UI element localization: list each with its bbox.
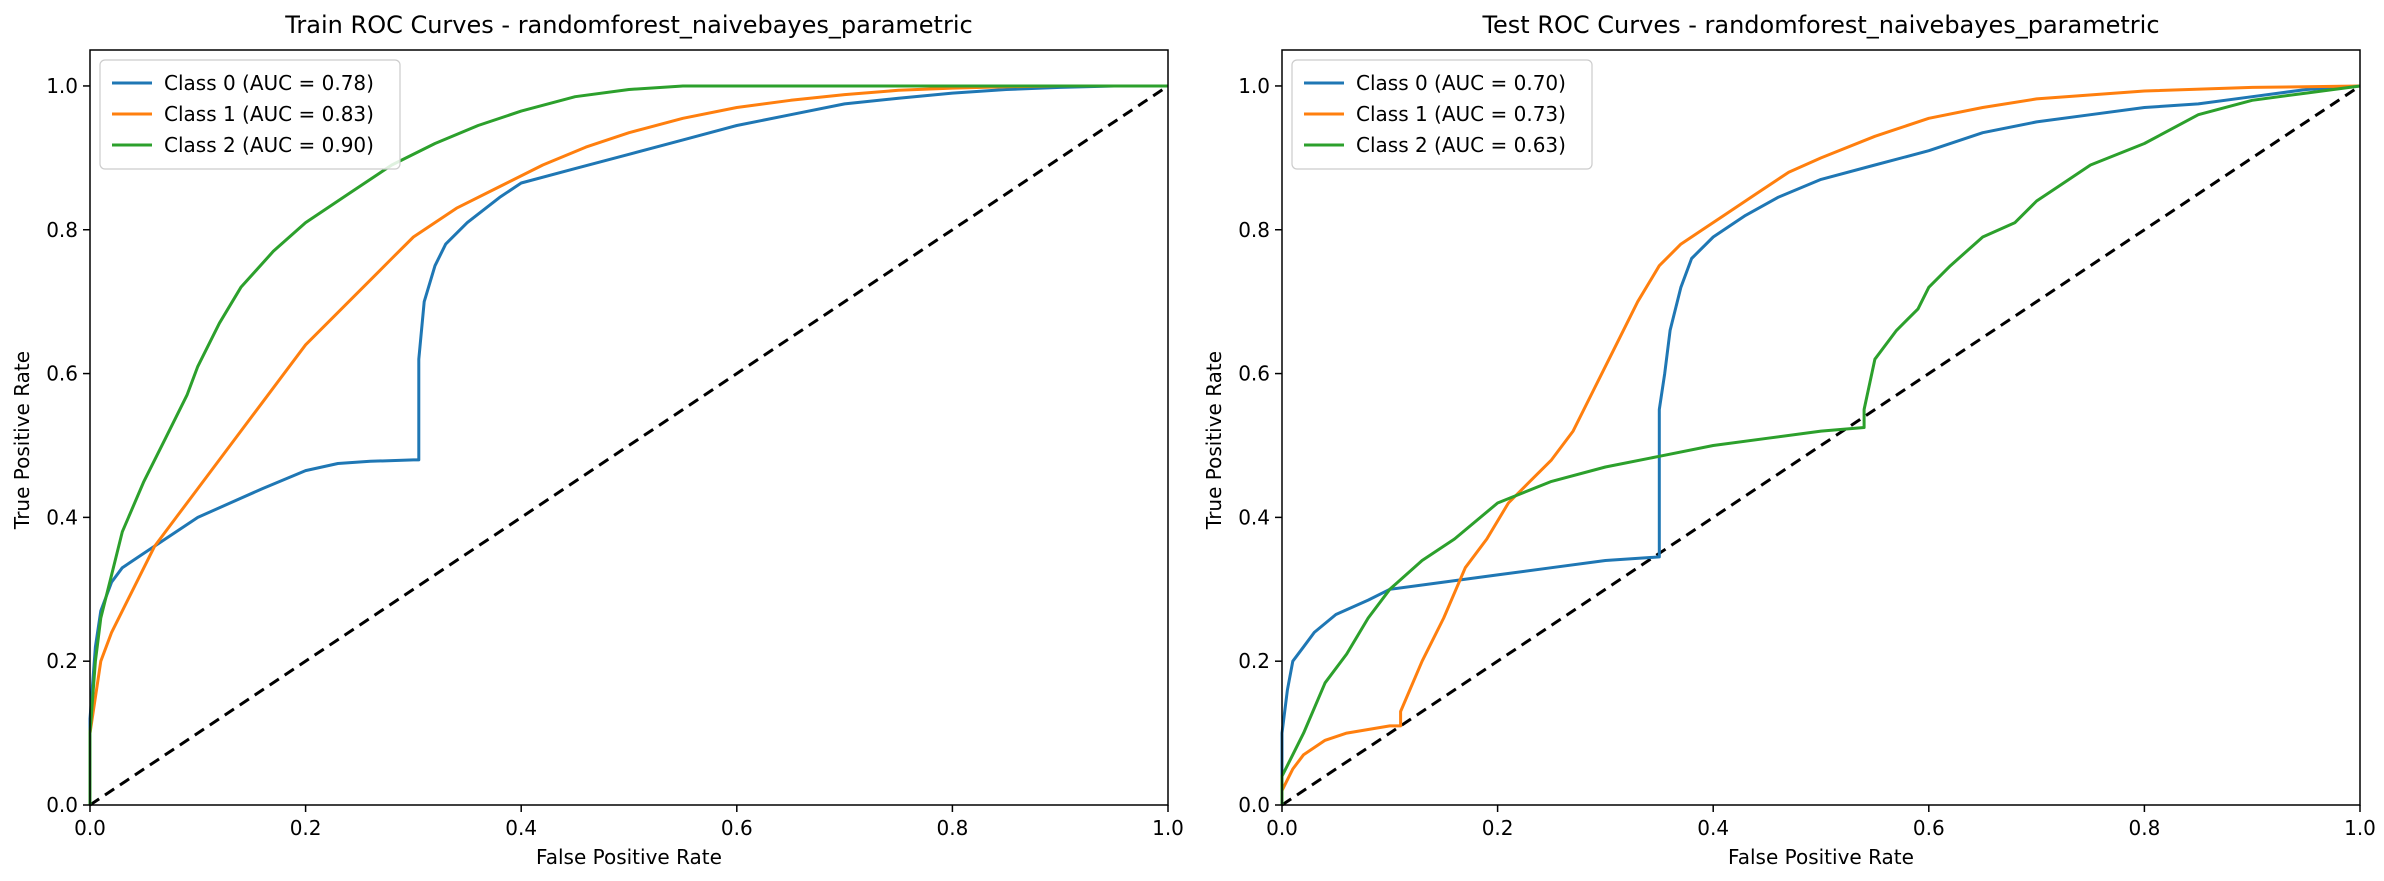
test-series-line-0 xyxy=(1280,84,2361,805)
test-diagonal-line xyxy=(1281,84,2361,807)
train-chart-title: Train ROC Curves - randomforest_naivebay… xyxy=(284,11,972,39)
test-x-tick-label-3: 0.6 xyxy=(1913,816,1945,840)
train-plot-area: 0.0 0.2 0.4 0.6 0.8 1.0 0.0 0.2 0.4 0.6 0.8 1.0 Clas… xyxy=(46,49,1184,840)
train-legend-label-2: Class 2 (AUC = 0.90) xyxy=(164,133,374,157)
test-x-tick-label-4: 0.8 xyxy=(2128,816,2160,840)
test-legend: Class 0 (AUC = 0.70) Class 1 (AUC = 0.73)… xyxy=(1291,59,1593,170)
train-series-line-1 xyxy=(88,84,1168,805)
train-x-tick-label-2: 0.4 xyxy=(505,816,537,840)
test-y-tick-label-3: 0.6 xyxy=(1238,362,1270,386)
train-y-tick-label-3: 0.6 xyxy=(46,362,78,386)
train-y-tick-label-1: 0.2 xyxy=(46,649,78,673)
train-axes-frame xyxy=(89,49,1169,806)
train-legend-label-0: Class 0 (AUC = 0.78) xyxy=(164,71,374,95)
test-y-tick-label-5: 1.0 xyxy=(1238,74,1270,98)
test-y-axis-label: True Positive Rate xyxy=(1202,351,1226,530)
train-y-tick-label-0: 0.0 xyxy=(46,793,78,817)
train-x-tick-label-4: 0.8 xyxy=(936,816,968,840)
train-x-axis-label: False Positive Rate xyxy=(536,845,722,869)
test-legend-label-1: Class 1 (AUC = 0.73) xyxy=(1356,102,1566,126)
train-y-tick-label-2: 0.4 xyxy=(46,505,78,529)
test-series-line-1 xyxy=(1280,84,2361,805)
test-y-tick-label-0: 0.0 xyxy=(1238,793,1270,817)
test-x-tick-label-2: 0.4 xyxy=(1697,816,1729,840)
test-y-tick-label-4: 0.8 xyxy=(1238,218,1270,242)
test-legend-label-0: Class 0 (AUC = 0.70) xyxy=(1356,71,1566,95)
test-plot-area: 0.0 0.2 0.4 0.6 0.8 1.0 0.0 0.2 0.4 0.6 0.8 1.0 Clas… xyxy=(1238,49,2376,840)
test-x-axis-label: False Positive Rate xyxy=(1728,845,1914,869)
test-axes-frame xyxy=(1281,49,2361,806)
train-y-tick-label-4: 0.8 xyxy=(46,218,78,242)
train-diagonal-line xyxy=(89,84,1169,807)
test-x-tick-label-5: 1.0 xyxy=(2344,816,2376,840)
test-chart-title: Test ROC Curves - randomforest_naivebaye… xyxy=(1481,11,2159,39)
train-y-axis-label: True Positive Rate xyxy=(10,351,34,530)
test-y-tick-label-1: 0.2 xyxy=(1238,649,1270,673)
train-series-line-2 xyxy=(88,84,1168,805)
train-x-tick-label-3: 0.6 xyxy=(721,816,753,840)
train-roc-panel: 0.0 0.2 0.4 0.6 0.8 1.0 0.0 0.2 0.4 0.6 0.8 1.0 Clas… xyxy=(10,11,1184,869)
test-legend-box xyxy=(1291,59,1593,170)
train-legend-label-1: Class 1 (AUC = 0.83) xyxy=(164,102,374,126)
test-y-tick-label-2: 0.4 xyxy=(1238,505,1270,529)
test-series-line-2 xyxy=(1280,84,2361,805)
train-legend-box xyxy=(99,59,401,170)
train-x-tick-label-5: 1.0 xyxy=(1152,816,1184,840)
train-y-tick-label-5: 1.0 xyxy=(46,74,78,98)
train-legend: Class 0 (AUC = 0.78) Class 1 (AUC = 0.83)… xyxy=(99,59,401,170)
train-x-tick-label-0: 0.0 xyxy=(74,816,106,840)
test-roc-panel: 0.0 0.2 0.4 0.6 0.8 1.0 0.0 0.2 0.4 0.6 0.8 1.0 Clas… xyxy=(1202,11,2376,869)
train-series-line-0 xyxy=(88,84,1168,805)
test-legend-label-2: Class 2 (AUC = 0.63) xyxy=(1356,133,1566,157)
test-x-tick-label-0: 0.0 xyxy=(1266,816,1298,840)
test-x-tick-label-1: 0.2 xyxy=(1482,816,1514,840)
train-x-tick-label-1: 0.2 xyxy=(290,816,322,840)
